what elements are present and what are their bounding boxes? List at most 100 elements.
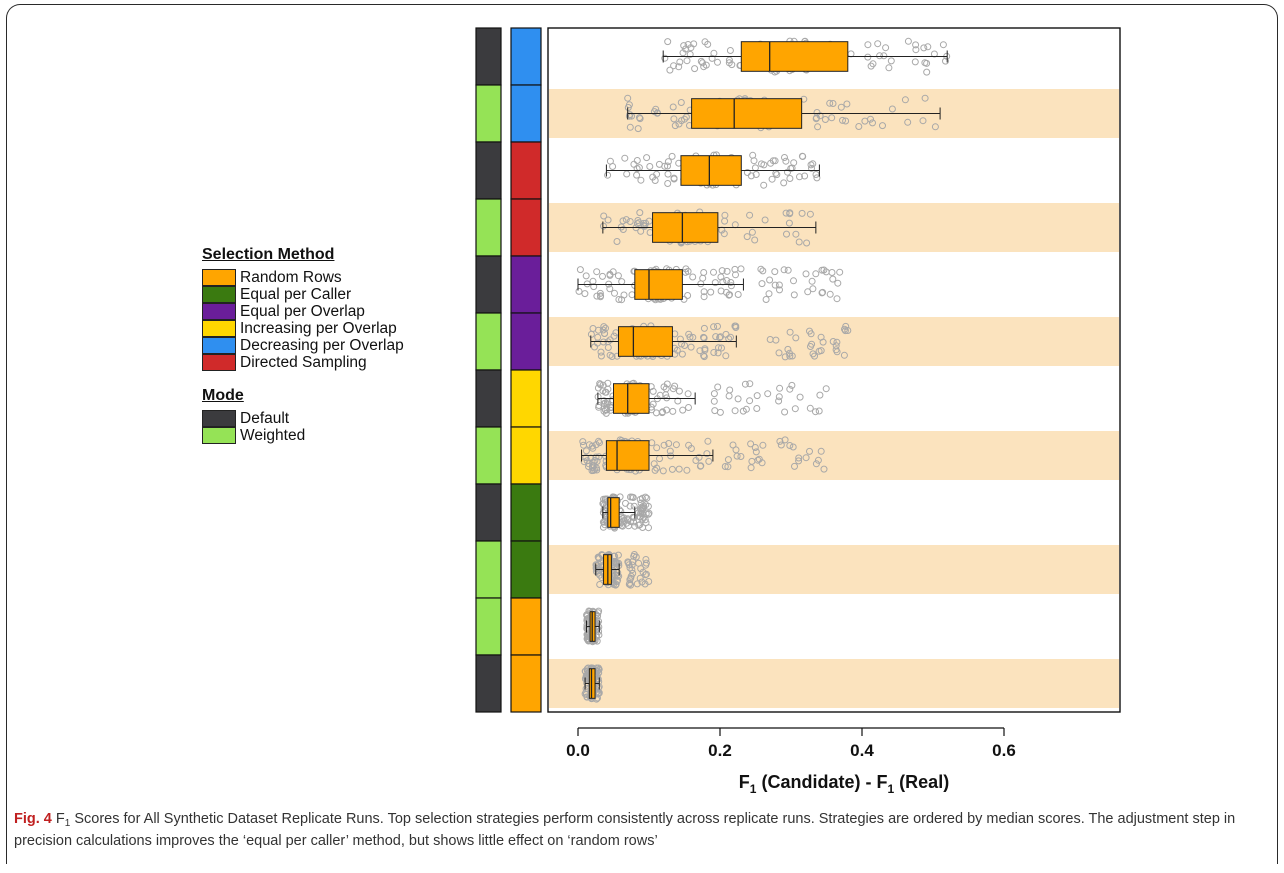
data-point bbox=[700, 334, 708, 342]
legend-mode-item: Default bbox=[202, 410, 404, 427]
data-point bbox=[628, 291, 636, 299]
data-point bbox=[723, 277, 731, 284]
mode-strip-cell bbox=[475, 540, 502, 599]
data-point bbox=[600, 323, 608, 331]
data-point bbox=[637, 227, 645, 235]
data-point bbox=[780, 179, 788, 187]
data-point bbox=[726, 47, 734, 54]
data-point bbox=[613, 238, 621, 245]
data-point bbox=[672, 441, 680, 449]
outlier-point bbox=[777, 441, 785, 449]
outlier-point bbox=[836, 268, 844, 276]
data-point bbox=[599, 326, 607, 334]
data-point bbox=[597, 292, 605, 300]
data-point bbox=[596, 581, 604, 588]
mode-strip-cell bbox=[475, 426, 502, 485]
data-point bbox=[919, 117, 927, 125]
legend-selection-label: Equal per Overlap bbox=[240, 302, 365, 320]
outlier-point bbox=[812, 408, 819, 416]
data-point bbox=[626, 218, 634, 225]
data-point bbox=[633, 165, 641, 173]
caption-sub: 1 bbox=[64, 818, 71, 829]
x-axis-label: F1 (Candidate) - F1 (Real) bbox=[739, 772, 949, 796]
data-point bbox=[593, 268, 601, 276]
legend-selection-swatch bbox=[202, 269, 236, 286]
data-point bbox=[618, 278, 626, 286]
data-point bbox=[700, 324, 708, 332]
data-point bbox=[608, 353, 616, 360]
outlier-point bbox=[635, 521, 643, 529]
x-tick-label: 0.4 bbox=[850, 741, 874, 760]
data-point bbox=[885, 64, 893, 72]
box bbox=[607, 497, 620, 528]
legend-selection-swatch bbox=[202, 320, 236, 337]
outlier-point bbox=[775, 349, 783, 357]
data-point bbox=[666, 66, 674, 74]
data-point bbox=[801, 172, 809, 180]
data-point bbox=[798, 152, 806, 160]
legend-mode-label: Default bbox=[240, 409, 290, 427]
outlier-point bbox=[792, 334, 800, 342]
data-point bbox=[689, 333, 697, 341]
data-point bbox=[708, 54, 716, 62]
caption-text: Scores for All Synthetic Dataset Replica… bbox=[14, 811, 1236, 849]
data-point bbox=[761, 216, 769, 224]
data-point bbox=[813, 174, 821, 182]
data-point bbox=[942, 57, 949, 65]
data-point bbox=[752, 171, 760, 178]
data-point bbox=[633, 157, 641, 164]
outlier-point bbox=[726, 386, 734, 394]
data-point bbox=[683, 466, 691, 474]
data-point bbox=[768, 175, 776, 183]
data-point bbox=[664, 158, 672, 166]
data-point bbox=[808, 164, 815, 172]
outlier-point bbox=[818, 266, 826, 274]
data-point bbox=[773, 171, 781, 179]
outlier-point bbox=[636, 521, 644, 529]
legend-selection-items: Random Rows Equal per Caller Equal per Ove… bbox=[202, 269, 404, 371]
outlier-point bbox=[711, 407, 719, 415]
outlier-point bbox=[746, 380, 754, 388]
outlier-point bbox=[795, 454, 803, 462]
outlier-point bbox=[802, 454, 810, 462]
outlier-point bbox=[819, 288, 827, 296]
data-point bbox=[785, 219, 793, 227]
outlier-point bbox=[780, 266, 788, 274]
data-point bbox=[704, 437, 712, 445]
mode-strip-cell bbox=[475, 312, 502, 371]
outlier-point bbox=[784, 266, 792, 274]
outlier-point bbox=[640, 504, 648, 512]
outlier-point bbox=[790, 291, 798, 299]
data-point bbox=[687, 343, 695, 351]
mode-strip-cell bbox=[475, 141, 502, 200]
mode-strip-cell bbox=[475, 369, 502, 428]
data-point bbox=[798, 209, 806, 217]
legend-selection-swatch bbox=[202, 337, 236, 354]
data-point bbox=[700, 352, 708, 359]
data-point bbox=[837, 103, 845, 111]
outlier-point bbox=[816, 391, 824, 399]
outlier-point bbox=[808, 277, 816, 285]
data-point bbox=[728, 61, 736, 69]
outlier-point bbox=[729, 441, 737, 449]
outlier-point bbox=[833, 338, 841, 346]
data-point bbox=[599, 272, 606, 280]
data-point bbox=[670, 62, 678, 70]
data-point bbox=[703, 450, 711, 458]
data-point bbox=[743, 169, 751, 176]
method-strip-cell bbox=[510, 27, 542, 86]
outlier-point bbox=[741, 380, 749, 388]
data-point bbox=[579, 438, 587, 446]
data-point bbox=[722, 352, 730, 360]
outlier-point bbox=[815, 347, 823, 355]
data-point bbox=[939, 41, 947, 49]
outlier-point bbox=[828, 269, 836, 276]
mode-color-strip bbox=[475, 27, 502, 713]
outlier-point bbox=[806, 404, 814, 412]
data-point bbox=[879, 122, 886, 130]
legend-selection-item: Decreasing per Overlap bbox=[202, 337, 404, 354]
box bbox=[680, 155, 742, 186]
data-point bbox=[629, 494, 637, 501]
outlier-point bbox=[822, 385, 830, 393]
outlier-point bbox=[624, 559, 632, 567]
